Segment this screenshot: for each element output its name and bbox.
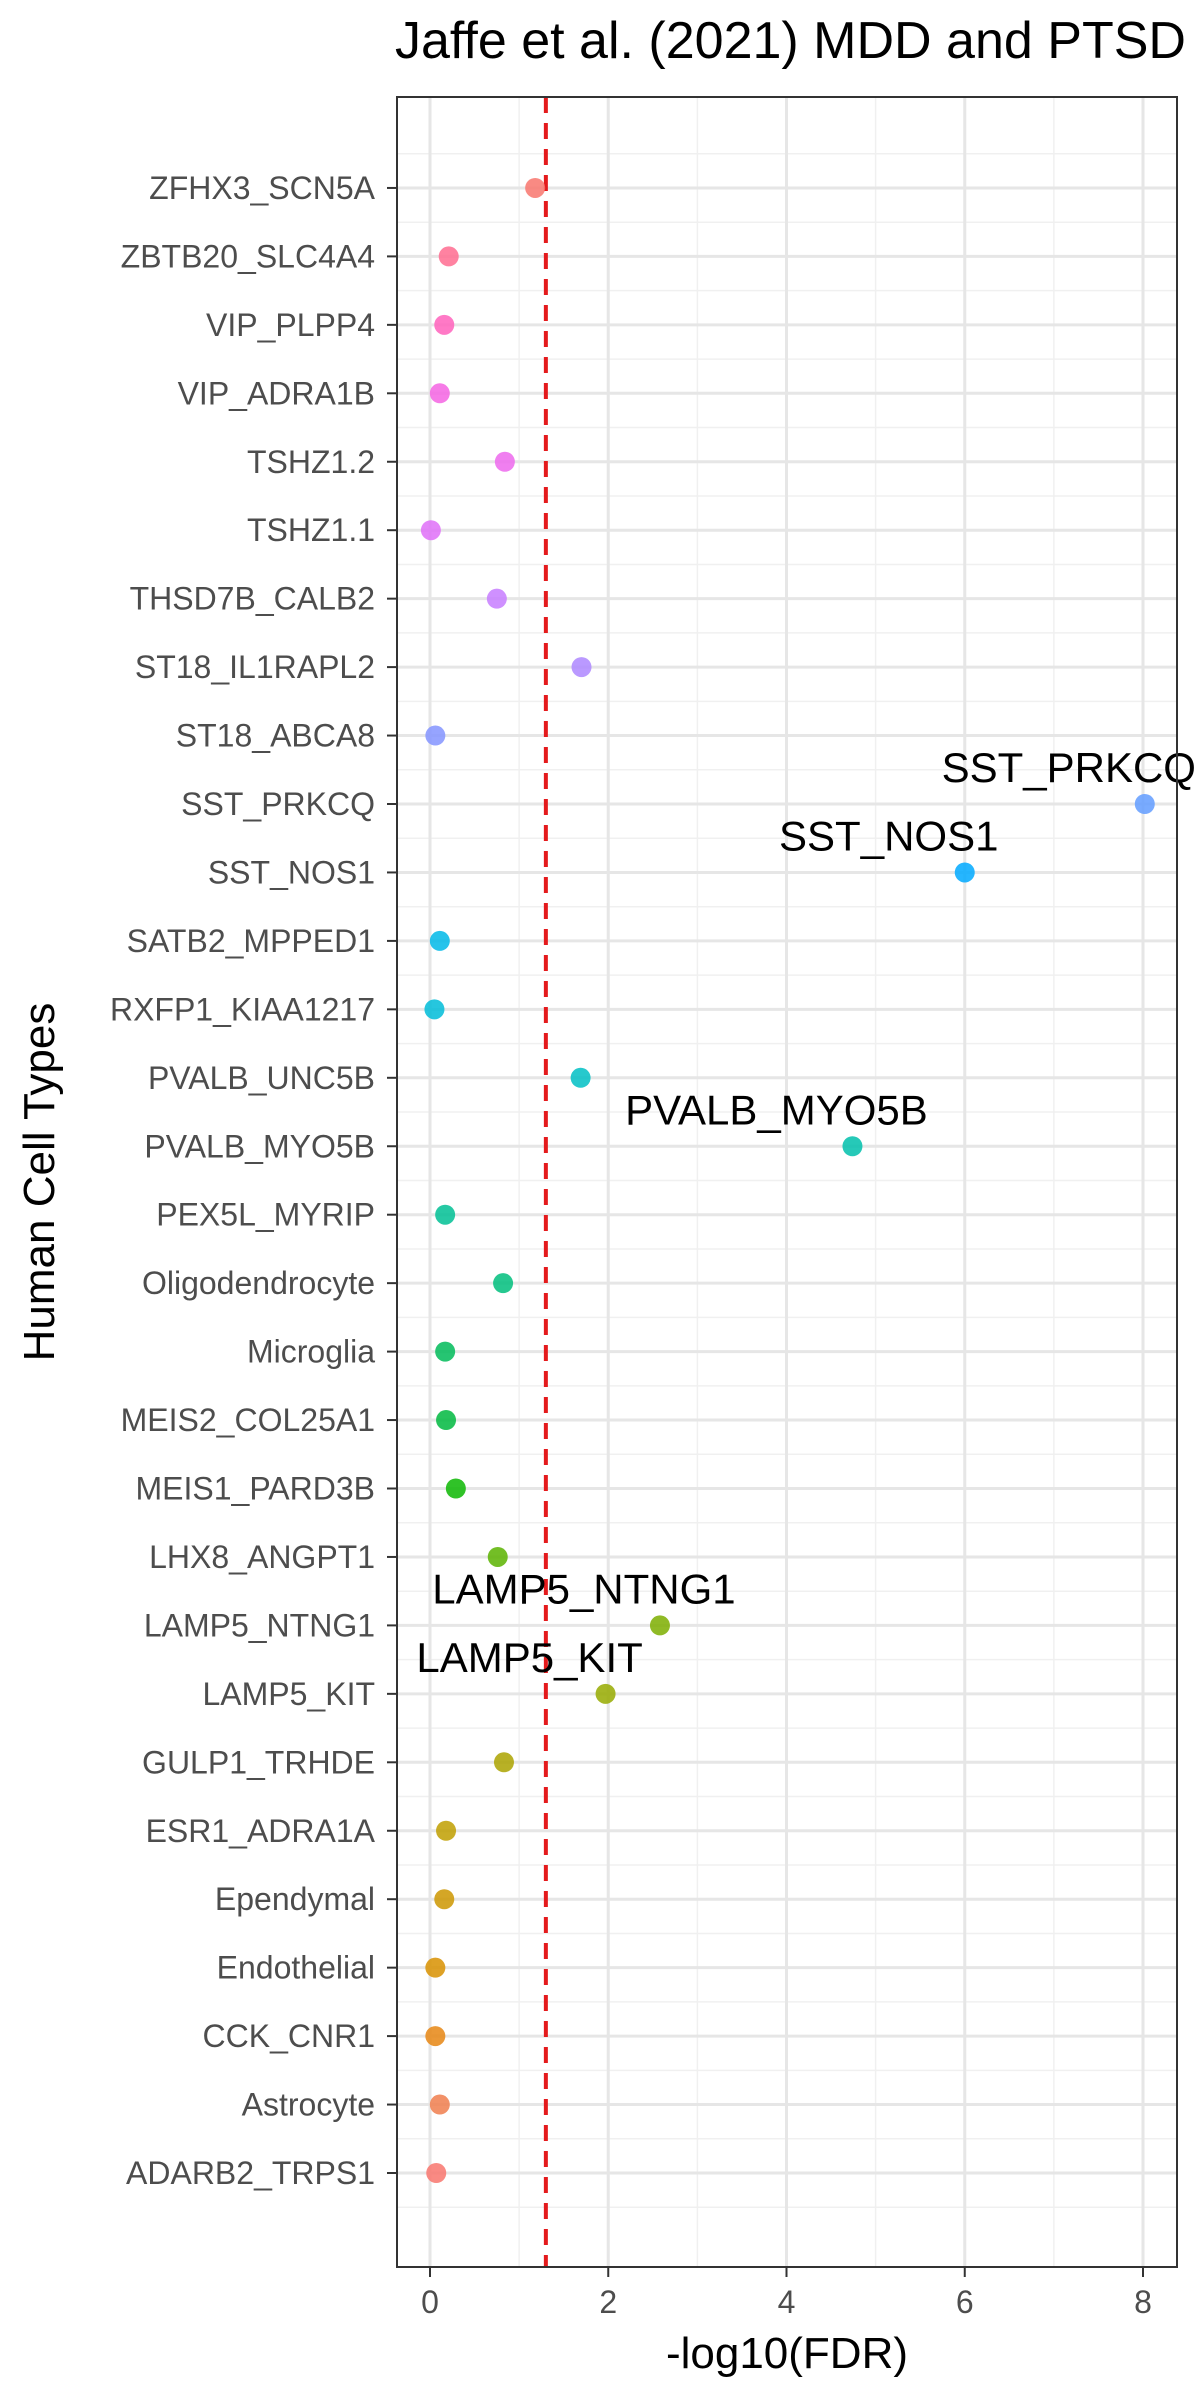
data-point	[424, 999, 445, 1020]
y-tick-label: PEX5L_MYRIP	[156, 1197, 375, 1233]
point-label: SST_PRKCQ	[942, 744, 1196, 791]
point-label: LAMP5_NTNG1	[432, 1565, 735, 1612]
data-point	[436, 1820, 457, 1841]
y-tick-label: MEIS2_COL25A1	[121, 1402, 375, 1438]
data-point	[435, 1341, 456, 1362]
data-point	[425, 725, 446, 746]
data-point	[429, 383, 450, 404]
y-tick-label: Endothelial	[217, 1950, 375, 1986]
point-label: SST_NOS1	[779, 812, 998, 859]
y-tick-label: PVALB_UNC5B	[148, 1060, 375, 1096]
y-tick-label: TSHZ1.2	[247, 444, 375, 480]
y-tick-label: LAMP5_NTNG1	[144, 1607, 375, 1643]
data-point	[842, 1136, 863, 1157]
data-point	[649, 1615, 670, 1636]
y-tick-label: ADARB2_TRPS1	[126, 2155, 375, 2191]
y-tick-label: PVALB_MYO5B	[144, 1128, 375, 1164]
y-tick-label: RXFP1_KIAA1217	[110, 991, 375, 1027]
chart-title: Jaffe et al. (2021) MDD and PTSD	[395, 12, 1186, 70]
data-point	[487, 1546, 508, 1567]
y-tick-label: ST18_IL1RAPL2	[135, 649, 375, 685]
y-tick-label: ZBTB20_SLC4A4	[121, 238, 375, 274]
data-point	[434, 1889, 455, 1910]
x-tick-label: 8	[1134, 2284, 1152, 2320]
y-tick-label: SST_NOS1	[208, 854, 375, 890]
x-tick-label: 4	[778, 2284, 796, 2320]
y-axis-title: Human Cell Types	[15, 1003, 64, 1362]
point-labels-layer: LAMP5_KIT LAMP5_NTNG1 PVALB_MYO5B SST_NOS1 S…	[416, 744, 1196, 1681]
y-tick-label: VIP_ADRA1B	[178, 375, 375, 411]
y-tick-label: VIP_PLPP4	[206, 307, 375, 343]
y-tick-label: Oligodendrocyte	[142, 1265, 375, 1301]
data-point	[438, 246, 459, 267]
data-point	[429, 2094, 450, 2115]
y-axis: ADARB2_TRPS1 Astrocyte CCK_CNR1 Endothelial…	[110, 170, 397, 2191]
data-point	[954, 862, 975, 883]
data-point	[425, 1957, 446, 1978]
data-point	[493, 1273, 514, 1294]
y-tick-label: THSD7B_CALB2	[130, 581, 375, 617]
data-point	[570, 1067, 591, 1088]
y-tick-label: SST_PRKCQ	[181, 786, 375, 822]
point-label: PVALB_MYO5B	[625, 1086, 928, 1133]
y-tick-label: MEIS1_PARD3B	[136, 1471, 376, 1507]
y-tick-label: Ependymal	[215, 1881, 375, 1917]
x-axis: 0 2 4 6 8	[421, 2267, 1152, 2320]
y-tick-label: ZFHX3_SCN5A	[149, 170, 376, 206]
y-tick-label: CCK_CNR1	[203, 2018, 375, 2054]
y-tick-label: Microglia	[247, 1334, 375, 1370]
y-tick-label: TSHZ1.1	[247, 512, 375, 548]
data-point	[445, 1478, 466, 1499]
x-tick-label: 2	[599, 2284, 617, 2320]
grid-layer	[397, 97, 1177, 2267]
x-tick-label: 6	[956, 2284, 974, 2320]
data-point	[571, 657, 592, 678]
data-point	[435, 1204, 456, 1225]
data-point	[486, 588, 507, 609]
point-label: LAMP5_KIT	[416, 1634, 642, 1681]
x-tick-label: 0	[421, 2284, 439, 2320]
data-point	[426, 2163, 447, 2183]
data-point	[525, 177, 546, 198]
y-tick-label: Astrocyte	[242, 2087, 375, 2123]
data-point	[425, 2026, 446, 2047]
points-layer	[420, 177, 1155, 2183]
y-tick-label: GULP1_TRHDE	[142, 1744, 375, 1780]
y-tick-label: ST18_ABCA8	[176, 718, 375, 754]
data-point	[434, 314, 455, 335]
x-axis-title: -log10(FDR)	[666, 2329, 908, 2378]
y-tick-label: LHX8_ANGPT1	[149, 1539, 375, 1575]
data-point	[493, 1752, 514, 1773]
data-point	[420, 520, 441, 541]
data-point	[595, 1683, 616, 1704]
data-point	[436, 1410, 457, 1431]
y-tick-label: LAMP5_KIT	[202, 1676, 375, 1712]
y-tick-label: SATB2_MPPED1	[127, 923, 375, 959]
y-tick-label: ESR1_ADRA1A	[146, 1813, 376, 1849]
data-point	[494, 451, 515, 472]
data-point	[1134, 794, 1155, 814]
data-point	[429, 930, 450, 951]
